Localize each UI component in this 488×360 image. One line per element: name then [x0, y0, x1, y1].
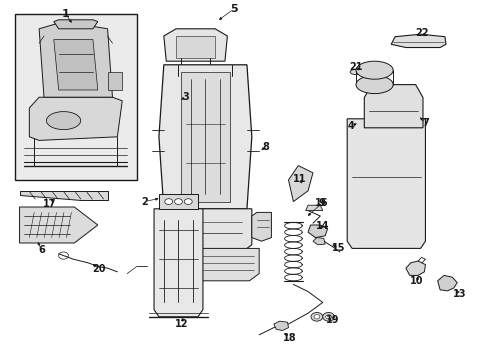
Text: 13: 13 — [452, 289, 466, 299]
Polygon shape — [176, 36, 215, 58]
Polygon shape — [251, 212, 271, 241]
Text: 17: 17 — [43, 199, 57, 209]
Polygon shape — [307, 225, 327, 238]
Polygon shape — [181, 72, 229, 202]
Polygon shape — [288, 166, 312, 202]
Polygon shape — [39, 22, 112, 97]
Circle shape — [311, 227, 323, 235]
Polygon shape — [364, 85, 422, 128]
Circle shape — [164, 199, 172, 204]
Text: 19: 19 — [325, 315, 339, 325]
Circle shape — [59, 252, 68, 259]
Text: 5: 5 — [229, 4, 237, 14]
Polygon shape — [390, 34, 445, 48]
Polygon shape — [312, 238, 325, 245]
Text: 4: 4 — [347, 121, 354, 131]
Text: 18: 18 — [282, 333, 296, 343]
Polygon shape — [54, 20, 98, 29]
Text: 6: 6 — [38, 245, 45, 255]
Ellipse shape — [46, 112, 81, 130]
Ellipse shape — [355, 76, 392, 94]
Text: 20: 20 — [92, 264, 106, 274]
Circle shape — [409, 263, 423, 273]
Text: 1: 1 — [62, 9, 70, 19]
Polygon shape — [374, 108, 397, 119]
Circle shape — [174, 199, 182, 204]
Polygon shape — [437, 275, 456, 291]
Polygon shape — [159, 65, 251, 209]
Polygon shape — [273, 321, 288, 330]
Circle shape — [313, 315, 319, 319]
Polygon shape — [305, 205, 322, 211]
Text: 2: 2 — [141, 197, 147, 207]
Circle shape — [277, 322, 286, 329]
Text: 15: 15 — [331, 243, 345, 253]
Circle shape — [440, 278, 453, 287]
Text: 14: 14 — [315, 221, 329, 231]
Circle shape — [184, 199, 192, 204]
Polygon shape — [159, 194, 198, 209]
Text: 21: 21 — [348, 62, 362, 72]
Ellipse shape — [349, 69, 360, 75]
Polygon shape — [346, 119, 425, 248]
Circle shape — [291, 177, 309, 190]
Polygon shape — [163, 29, 227, 61]
Polygon shape — [29, 97, 122, 140]
Polygon shape — [20, 207, 98, 243]
Text: 11: 11 — [292, 174, 305, 184]
Polygon shape — [405, 261, 425, 275]
Text: 9: 9 — [318, 198, 325, 208]
Circle shape — [325, 315, 331, 319]
Circle shape — [310, 312, 322, 321]
Text: 10: 10 — [409, 276, 423, 286]
Text: 16: 16 — [314, 198, 328, 208]
Polygon shape — [107, 72, 122, 90]
Text: 7: 7 — [421, 118, 428, 128]
Text: 22: 22 — [414, 28, 427, 38]
Bar — [15, 14, 137, 180]
Polygon shape — [154, 209, 203, 317]
Polygon shape — [156, 248, 259, 281]
Text: 12: 12 — [175, 319, 188, 329]
Text: 8: 8 — [262, 142, 268, 152]
Ellipse shape — [355, 61, 392, 79]
Circle shape — [322, 312, 334, 321]
Polygon shape — [54, 40, 98, 90]
Polygon shape — [159, 209, 251, 252]
Text: 3: 3 — [182, 92, 189, 102]
Polygon shape — [20, 191, 107, 200]
